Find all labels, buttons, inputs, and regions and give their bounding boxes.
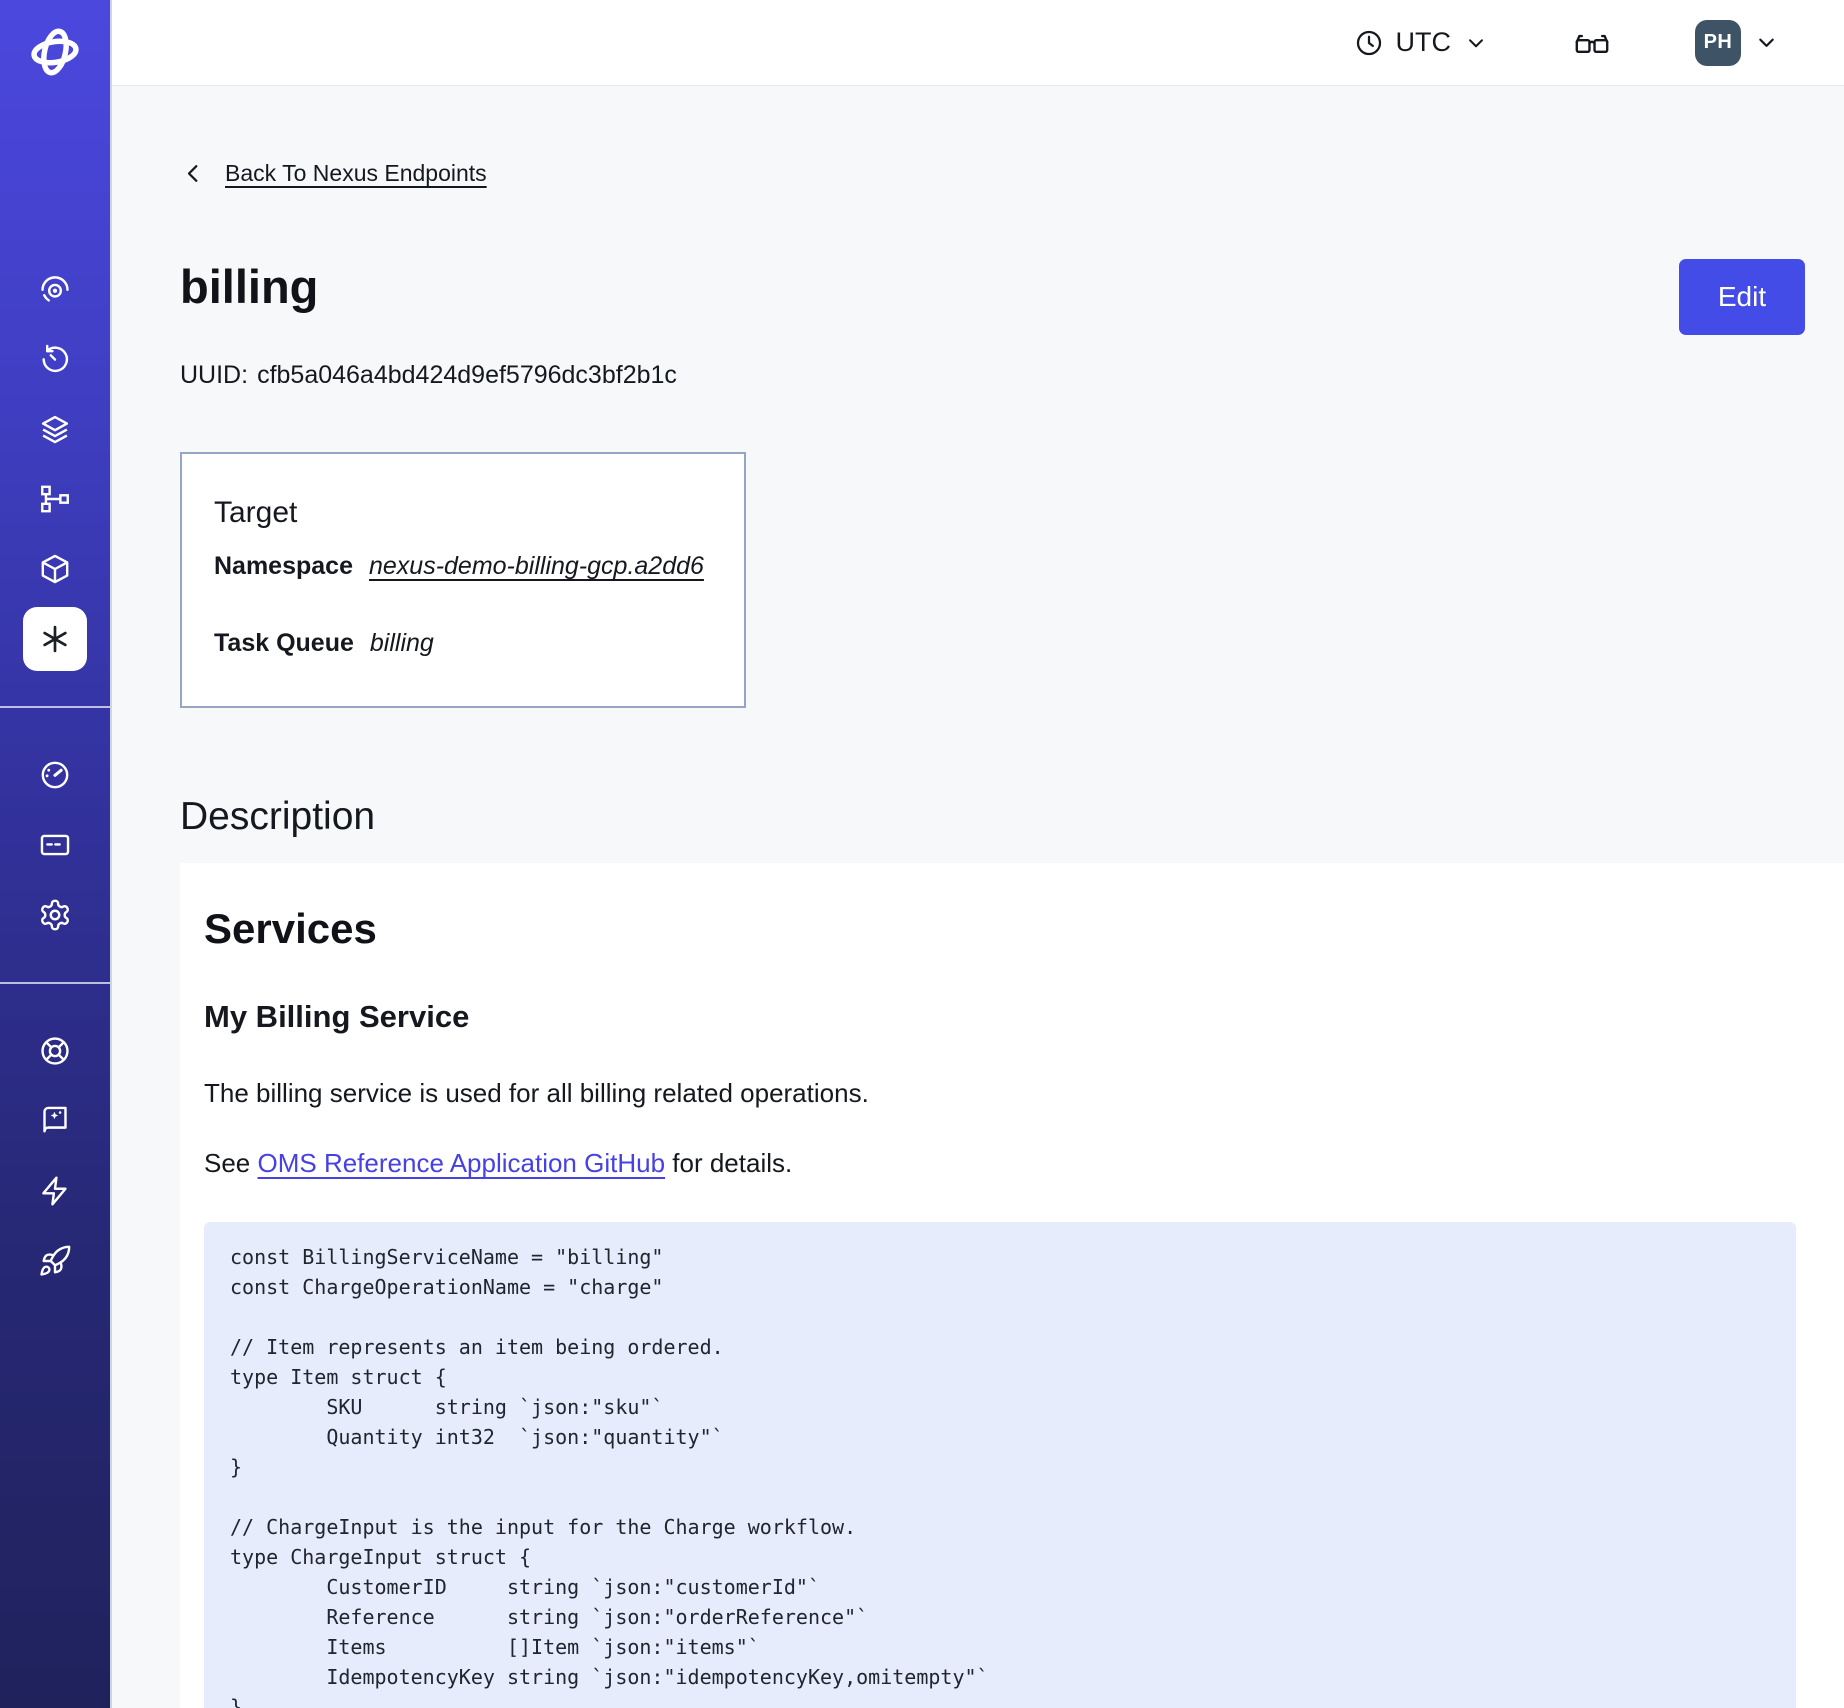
rocket-icon: [38, 1244, 72, 1278]
service-title: My Billing Service: [204, 999, 470, 1034]
code-line: // Item represents an item being ordered…: [230, 1335, 724, 1359]
sidebar-item-support[interactable]: [23, 1019, 87, 1083]
sidebar-item-packages[interactable]: [23, 537, 87, 601]
code-line: }: [230, 1695, 243, 1708]
task-queue-label: Task Queue: [214, 629, 354, 657]
uuid-row: UUID: cfb5a046a4bd424d9ef5796dc3bf2b1c: [180, 361, 1844, 390]
code-line: }: [230, 1455, 243, 1479]
code-line: Items []Item `json:"items"`: [230, 1635, 760, 1659]
chevron-down-icon: [1753, 29, 1780, 56]
target-card: Target Namespace nexus-demo-billing-gcp.…: [180, 452, 746, 708]
sidebar-item-observe[interactable]: [23, 257, 87, 321]
services-heading: Services: [204, 905, 377, 952]
sidebar-nav-help: [0, 1016, 110, 1296]
lightning-icon: [38, 1174, 72, 1208]
sidebar-divider: [0, 982, 110, 984]
credit-card-icon: [38, 828, 72, 862]
main-column: UTC PH: [112, 0, 1844, 1708]
service-description: The billing service is used for all bill…: [204, 1078, 869, 1108]
sidebar-item-settings[interactable]: [23, 883, 87, 947]
namespace-row: Namespace nexus-demo-billing-gcp.a2dd6: [214, 552, 704, 581]
book-sparkles-icon: [38, 1104, 72, 1138]
timezone-label: UTC: [1395, 27, 1452, 57]
avatar[interactable]: PH: [1695, 19, 1741, 66]
gauge-icon: [38, 758, 72, 792]
see-prefix: See: [204, 1148, 258, 1178]
code-line: const BillingServiceName = "billing": [230, 1245, 664, 1269]
eye-monitor-icon: [38, 272, 72, 306]
target-heading: Target: [214, 496, 298, 529]
code-line: type Item struct {: [230, 1365, 447, 1389]
code-line: type ChargeInput struct {: [230, 1545, 532, 1569]
top-header: UTC PH: [112, 0, 1844, 86]
clock-arrow-icon: [38, 342, 72, 376]
layers-icon: [38, 412, 72, 446]
back-link-row[interactable]: Back To Nexus Endpoints: [180, 160, 487, 187]
see-suffix: for details.: [665, 1148, 793, 1178]
oms-reference-github-link[interactable]: OMS Reference Application GitHub: [257, 1148, 666, 1178]
sidebar-item-whats-new[interactable]: [23, 1159, 87, 1223]
code-line: const ChargeOperationName = "charge": [230, 1275, 664, 1299]
page-title: billing: [180, 260, 319, 313]
sidebar: [0, 0, 112, 1708]
namespace-label: Namespace: [214, 552, 353, 580]
sidebar-nav-account: [0, 740, 110, 950]
code-line: Reference string `json:"orderReference"`: [230, 1605, 869, 1629]
read-only-glasses-button[interactable]: [1573, 28, 1611, 58]
code-line: Quantity int32 `json:"quantity"`: [230, 1425, 724, 1449]
gear-icon: [38, 898, 72, 932]
sidebar-nav-primary: [0, 254, 110, 674]
sidebar-item-getting-started[interactable]: [23, 1229, 87, 1293]
code-line: CustomerID string `json:"customerId"`: [230, 1575, 821, 1599]
description-heading: Description: [180, 795, 376, 838]
code-line: SKU string `json:"sku"`: [230, 1395, 664, 1419]
code-line: // ChargeInput is the input for the Char…: [230, 1515, 857, 1539]
sidebar-item-schedules[interactable]: [23, 327, 87, 391]
sidebar-item-docs[interactable]: [23, 1089, 87, 1153]
code-line: IdempotencyKey string `json:"idempotency…: [230, 1665, 989, 1689]
uuid-label: UUID:: [180, 361, 249, 389]
see-details-line: See OMS Reference Application GitHub for…: [204, 1146, 1796, 1180]
glasses-icon: [1573, 28, 1611, 58]
sidebar-item-usage[interactable]: [23, 743, 87, 807]
workflow-nodes-icon: [38, 482, 72, 516]
title-row: billing Edit: [180, 259, 1844, 335]
asterisk-icon: [38, 622, 72, 656]
code-line: [230, 1482, 1770, 1512]
cube-icon: [38, 552, 72, 586]
page-content: Back To Nexus Endpoints billing Edit UUI…: [112, 86, 1844, 1708]
chevron-down-icon: [1463, 30, 1489, 56]
sidebar-item-nexus[interactable]: [23, 607, 87, 671]
sidebar-divider: [0, 706, 110, 708]
code-block: const BillingServiceName = "billing" cons…: [204, 1222, 1796, 1708]
sidebar-item-billing[interactable]: [23, 813, 87, 877]
task-queue-row: Task Queue billing: [214, 629, 704, 658]
sidebar-item-deployments[interactable]: [23, 467, 87, 531]
task-queue-value: billing: [369, 629, 434, 657]
timezone-selector[interactable]: UTC: [1354, 27, 1490, 58]
life-buoy-icon: [38, 1034, 72, 1068]
back-to-nexus-endpoints-link[interactable]: Back To Nexus Endpoints: [225, 160, 487, 186]
code-line: [230, 1302, 1770, 1332]
sidebar-item-namespaces[interactable]: [23, 397, 87, 461]
edit-button[interactable]: Edit: [1679, 259, 1805, 335]
clock-icon: [1354, 28, 1384, 58]
description-card: Services My Billing Service The billing …: [180, 863, 1844, 1708]
account-menu[interactable]: PH: [1695, 19, 1780, 66]
namespace-link[interactable]: nexus-demo-billing-gcp.a2dd6: [368, 552, 704, 580]
uuid-value: cfb5a046a4bd424d9ef5796dc3bf2b1c: [257, 361, 677, 389]
temporal-logo-icon[interactable]: [23, 20, 87, 84]
chevron-left-icon: [180, 160, 207, 187]
